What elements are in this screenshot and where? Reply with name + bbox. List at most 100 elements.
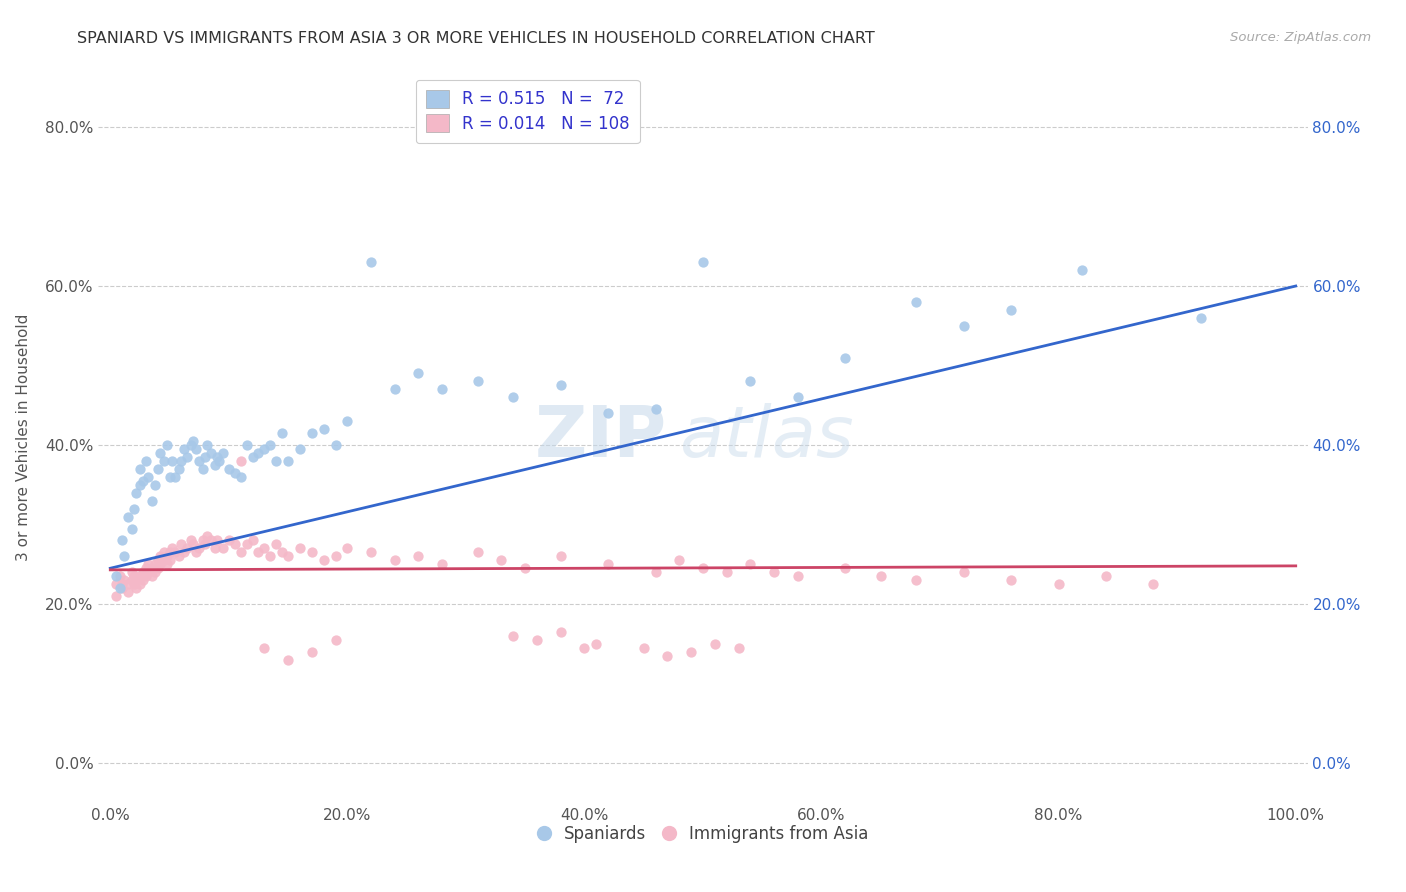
Point <box>692 561 714 575</box>
Point <box>204 458 226 472</box>
Point <box>205 450 228 464</box>
Point <box>467 545 489 559</box>
Point <box>156 549 179 564</box>
Point <box>108 581 131 595</box>
Text: Source: ZipAtlas.com: Source: ZipAtlas.com <box>1230 31 1371 45</box>
Point <box>264 537 287 551</box>
Point <box>384 383 406 397</box>
Point <box>526 632 548 647</box>
Point <box>229 545 252 559</box>
Point <box>1000 302 1022 317</box>
Point <box>763 566 786 580</box>
Point <box>135 569 157 583</box>
Point <box>229 454 252 468</box>
Point <box>1000 573 1022 587</box>
Point <box>149 558 172 572</box>
Point <box>129 462 152 476</box>
Point <box>1142 577 1164 591</box>
Point <box>184 442 207 456</box>
Point <box>325 549 347 564</box>
Point <box>952 318 974 333</box>
Point <box>869 569 891 583</box>
Point <box>121 573 143 587</box>
Point <box>277 653 299 667</box>
Point <box>360 255 382 269</box>
Point <box>167 462 190 476</box>
Point <box>173 442 195 456</box>
Point <box>598 406 620 420</box>
Point <box>242 450 264 464</box>
Point <box>173 545 195 559</box>
Point <box>194 450 217 464</box>
Y-axis label: 3 or more Vehicles in Household: 3 or more Vehicles in Household <box>17 313 31 561</box>
Point <box>502 629 524 643</box>
Text: SPANIARD VS IMMIGRANTS FROM ASIA 3 OR MORE VEHICLES IN HOUSEHOLD CORRELATION CHA: SPANIARD VS IMMIGRANTS FROM ASIA 3 OR MO… <box>77 31 875 46</box>
Point <box>277 549 299 564</box>
Point <box>1189 310 1212 325</box>
Point <box>114 573 136 587</box>
Point <box>114 549 136 564</box>
Point <box>143 566 166 580</box>
Point <box>259 438 281 452</box>
Point <box>242 533 264 548</box>
Point <box>180 533 202 548</box>
Point <box>247 545 270 559</box>
Point <box>136 470 159 484</box>
Point <box>152 553 174 567</box>
Point <box>271 545 294 559</box>
Point <box>550 624 572 639</box>
Text: atlas: atlas <box>679 402 853 472</box>
Point <box>288 442 311 456</box>
Point <box>644 402 666 417</box>
Point <box>105 589 128 603</box>
Point <box>384 553 406 567</box>
Point <box>224 466 246 480</box>
Point <box>598 558 620 572</box>
Point <box>834 351 856 365</box>
Point <box>176 541 198 556</box>
Point <box>141 569 163 583</box>
Point <box>740 375 762 389</box>
Point <box>129 577 152 591</box>
Point <box>550 549 572 564</box>
Point <box>122 577 145 591</box>
Point <box>136 566 159 580</box>
Point <box>1071 263 1094 277</box>
Point <box>253 541 276 556</box>
Point <box>408 367 430 381</box>
Point <box>301 426 323 441</box>
Point <box>122 569 145 583</box>
Point <box>135 561 157 575</box>
Point <box>181 537 204 551</box>
Point <box>143 558 166 572</box>
Point <box>271 426 294 441</box>
Point <box>146 561 169 575</box>
Point <box>235 438 257 452</box>
Point <box>108 569 131 583</box>
Point <box>132 566 155 580</box>
Point <box>253 640 276 655</box>
Point <box>668 553 690 567</box>
Point <box>165 545 187 559</box>
Point <box>786 390 808 404</box>
Point <box>727 640 749 655</box>
Point <box>156 438 179 452</box>
Point <box>325 438 347 452</box>
Point <box>135 454 157 468</box>
Point <box>132 474 155 488</box>
Point <box>288 541 311 556</box>
Point <box>117 509 139 524</box>
Legend: Spaniards, Immigrants from Asia: Spaniards, Immigrants from Asia <box>530 818 876 849</box>
Point <box>247 446 270 460</box>
Point <box>312 553 335 567</box>
Point <box>644 566 666 580</box>
Point <box>181 434 204 448</box>
Point <box>491 553 513 567</box>
Point <box>905 573 928 587</box>
Point <box>197 529 219 543</box>
Text: ZIP: ZIP <box>534 402 666 472</box>
Point <box>703 637 725 651</box>
Point <box>740 558 762 572</box>
Point <box>633 640 655 655</box>
Point <box>111 577 134 591</box>
